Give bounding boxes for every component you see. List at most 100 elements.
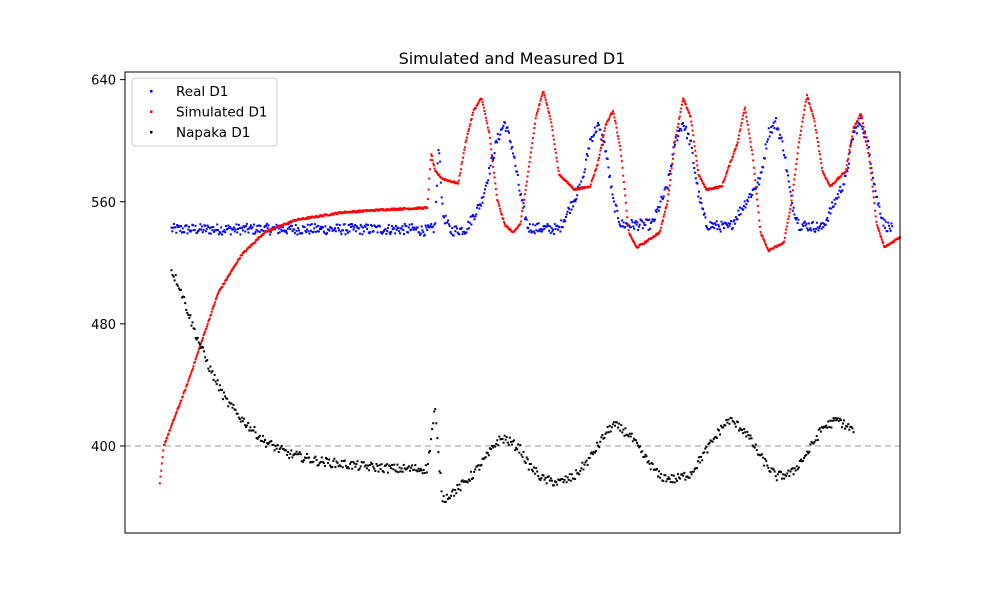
data-point: [285, 232, 288, 235]
data-point: [844, 171, 847, 174]
data-point: [430, 154, 433, 157]
data-point: [320, 456, 323, 459]
data-point: [210, 310, 213, 313]
data-point: [821, 169, 824, 172]
data-point: [435, 200, 438, 203]
data-point: [825, 218, 828, 221]
data-point: [185, 224, 188, 227]
data-point: [687, 111, 690, 114]
data-point: [688, 112, 691, 115]
data-point: [677, 135, 680, 138]
data-point: [389, 233, 392, 236]
data-point: [832, 417, 835, 420]
data-point: [279, 446, 282, 449]
data-point: [500, 212, 503, 215]
data-point: [287, 450, 290, 453]
data-point: [794, 217, 797, 219]
data-point: [849, 145, 852, 148]
data-point: [617, 220, 620, 223]
data-point: [798, 459, 801, 462]
data-point: [737, 138, 740, 141]
data-point: [827, 420, 830, 423]
data-point: [590, 180, 593, 183]
data-point: [315, 225, 318, 228]
data-point: [483, 192, 486, 195]
data-point: [274, 444, 277, 447]
data-point: [300, 460, 303, 463]
data-point: [224, 231, 227, 234]
data-point: [884, 220, 887, 223]
data-point: [879, 212, 882, 215]
data-point: [229, 226, 232, 229]
data-point: [656, 233, 659, 236]
data-point: [749, 193, 752, 196]
data-point: [418, 231, 421, 234]
data-point: [839, 191, 842, 194]
data-point: [690, 120, 693, 123]
data-point: [217, 389, 220, 392]
data-point: [741, 428, 744, 431]
data-point: [815, 435, 818, 438]
data-point: [562, 481, 565, 484]
data-point: [576, 185, 579, 188]
data-point: [524, 216, 527, 219]
data-point: [652, 468, 655, 471]
data-point: [728, 164, 731, 167]
data-point: [568, 473, 571, 476]
data-point: [618, 141, 621, 144]
data-point: [432, 164, 435, 167]
data-point: [559, 479, 562, 482]
data-point: [809, 443, 812, 446]
data-point: [736, 421, 739, 424]
data-point: [793, 467, 796, 470]
data-point: [710, 226, 713, 229]
data-point: [287, 223, 290, 226]
data-point: [733, 150, 736, 153]
data-point: [827, 219, 830, 222]
data-point: [828, 426, 831, 428]
data-point: [210, 226, 213, 229]
data-point: [890, 222, 893, 225]
data-point: [456, 484, 459, 487]
data-point: [253, 232, 256, 235]
data-point: [668, 172, 671, 175]
data-point: [175, 283, 178, 286]
data-point: [595, 130, 598, 133]
data-point: [540, 228, 543, 231]
data-point: [398, 466, 401, 469]
data-point: [416, 470, 419, 473]
data-point: [763, 157, 766, 160]
data-point: [207, 320, 210, 323]
data-point: [830, 184, 833, 187]
data-point: [613, 424, 616, 427]
data-point: [888, 224, 891, 227]
data-point: [277, 227, 280, 230]
data-point: [872, 176, 875, 179]
data-point: [422, 207, 425, 210]
data-point: [881, 217, 884, 220]
data-point: [676, 129, 679, 132]
data-point: [805, 222, 808, 225]
data-point: [820, 162, 823, 165]
data-point: [439, 175, 442, 178]
data-point: [797, 218, 800, 221]
data-point: [314, 455, 317, 458]
data-point: [749, 140, 752, 143]
data-point: [241, 229, 244, 232]
data-point: [359, 223, 362, 226]
data-point: [545, 482, 548, 485]
data-point: [559, 230, 562, 233]
data-point: [572, 200, 575, 203]
data-point: [343, 459, 346, 462]
data-point: [528, 463, 531, 465]
data-point: [440, 196, 443, 199]
data-point: [212, 230, 215, 233]
data-point: [546, 103, 549, 106]
data-point: [783, 236, 786, 239]
data-point: [356, 209, 359, 212]
data-point: [624, 194, 627, 197]
data-point: [541, 474, 544, 477]
data-point: [546, 476, 549, 479]
data-point: [812, 442, 815, 445]
data-point: [330, 212, 333, 215]
